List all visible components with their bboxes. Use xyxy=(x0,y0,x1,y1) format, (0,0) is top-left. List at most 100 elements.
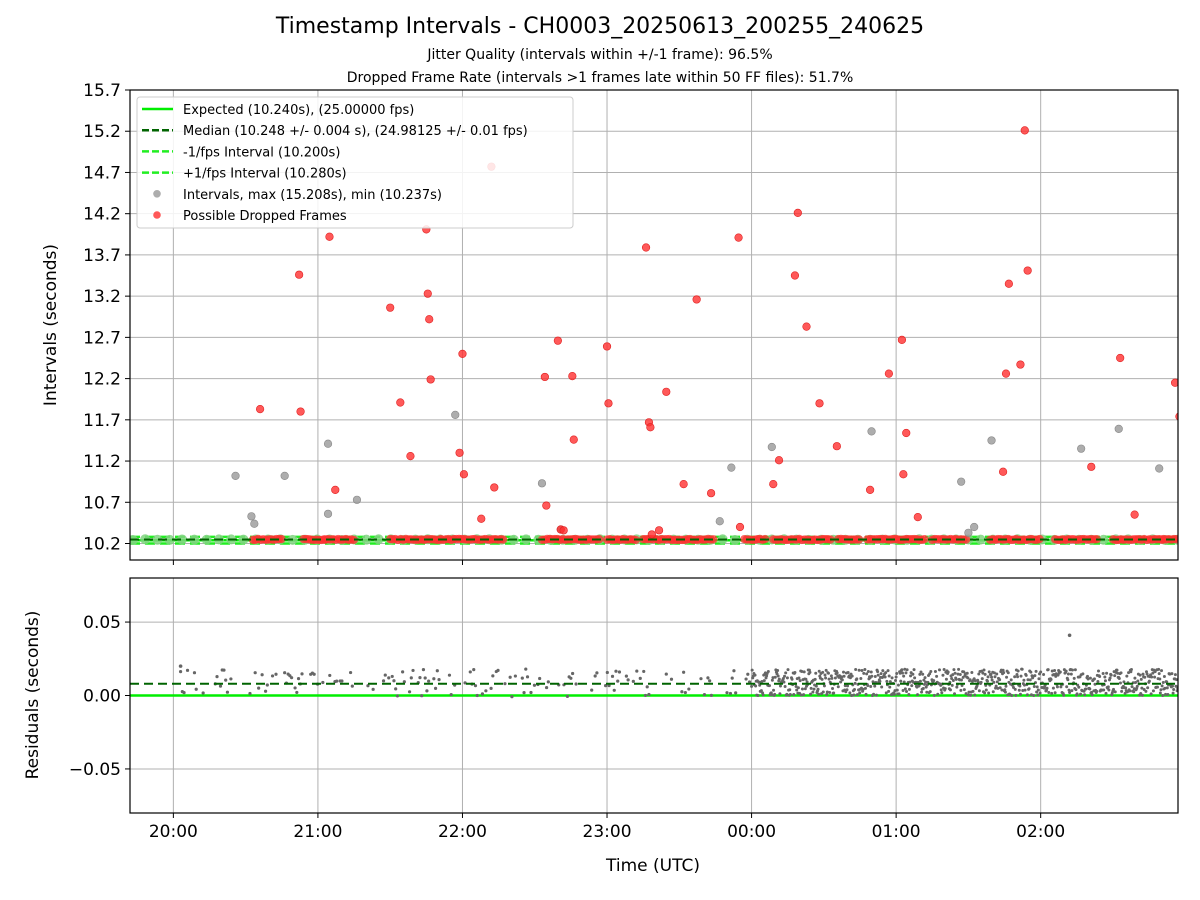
dropped-frame-point xyxy=(679,480,688,489)
residual-point xyxy=(863,686,867,690)
residual-point xyxy=(194,687,198,691)
residual-point xyxy=(962,670,966,674)
residual-point xyxy=(855,677,859,681)
residual-point xyxy=(574,682,578,686)
residual-point xyxy=(939,688,943,692)
residual-point xyxy=(984,688,988,692)
residual-point xyxy=(664,672,668,676)
residual-point xyxy=(843,684,847,688)
dropped-frame-point xyxy=(735,522,745,532)
residual-point xyxy=(833,676,837,680)
legend-entry-5-marker xyxy=(153,211,161,219)
dropped-frame-point xyxy=(709,535,718,544)
dropped-frame-point xyxy=(998,467,1008,476)
residual-point xyxy=(784,671,788,675)
residual-point xyxy=(923,676,927,680)
dropped-frame-point xyxy=(866,485,875,495)
residual-point xyxy=(852,688,856,692)
residual-point xyxy=(1033,674,1037,678)
residual-point xyxy=(750,684,754,688)
residual-point xyxy=(1119,671,1123,675)
residual-point xyxy=(936,692,940,696)
residual-point xyxy=(1107,688,1111,692)
residual-point xyxy=(1004,684,1008,688)
residual-point xyxy=(1032,684,1036,688)
residual-point xyxy=(879,672,883,676)
residual-point xyxy=(1018,684,1022,688)
residual-point xyxy=(1026,678,1030,682)
residuals-y-tick-label: 0.05 xyxy=(83,613,121,633)
residual-point xyxy=(776,674,780,678)
residual-point xyxy=(878,679,882,683)
dropped-frame-point xyxy=(897,335,907,344)
residual-point xyxy=(1173,673,1177,677)
residual-point xyxy=(971,689,975,693)
residual-point xyxy=(840,678,844,682)
residual-point xyxy=(1155,685,1159,689)
residual-point xyxy=(913,676,917,680)
residual-point xyxy=(910,684,914,688)
residual-point xyxy=(990,675,994,679)
residual-point xyxy=(468,670,472,674)
residual-point xyxy=(1002,671,1006,675)
residual-point xyxy=(1172,688,1176,692)
residual-point xyxy=(805,680,809,684)
residual-point xyxy=(765,674,769,678)
residual-point xyxy=(968,678,972,682)
legend-box xyxy=(136,96,574,229)
residual-point xyxy=(1115,668,1119,672)
residual-point xyxy=(1042,672,1046,676)
residual-point xyxy=(1174,684,1178,688)
residual-point xyxy=(1035,685,1039,689)
residual-point xyxy=(1161,681,1165,685)
residual-point xyxy=(395,694,400,698)
residual-point xyxy=(489,686,493,691)
residual-point xyxy=(1149,692,1153,696)
residual-point xyxy=(350,684,354,688)
residual-point xyxy=(643,693,648,698)
interval-point xyxy=(164,534,175,545)
interval-point xyxy=(1114,424,1123,433)
residual-point xyxy=(771,676,775,680)
residual-point xyxy=(348,670,353,675)
residual-point xyxy=(840,675,844,679)
interval-point xyxy=(867,427,876,436)
residual-point xyxy=(1165,680,1169,684)
residual-point xyxy=(1127,671,1131,675)
legend-entry-0-label: Expected (10.240s), (25.00000 fps) xyxy=(183,103,414,118)
residual-point xyxy=(900,671,904,675)
interval-point xyxy=(1155,464,1164,473)
residual-point xyxy=(1067,688,1071,692)
residual-point xyxy=(607,683,611,688)
residual-point xyxy=(1072,676,1076,680)
residual-point xyxy=(964,692,968,696)
dropped-frame-point xyxy=(1004,279,1013,288)
dropped-frame-point xyxy=(569,435,578,444)
residual-point xyxy=(1032,693,1036,697)
residual-point xyxy=(1125,674,1129,678)
dropped-frame-point xyxy=(902,428,911,438)
residual-point xyxy=(992,680,996,684)
residual-point xyxy=(1036,688,1040,692)
residual-point xyxy=(593,674,597,678)
dropped-frame-point xyxy=(458,349,467,358)
residual-point xyxy=(886,669,890,673)
legend-entry-2-label: -1/fps Interval (10.200s) xyxy=(183,145,340,160)
residual-point xyxy=(1014,693,1018,697)
residual-point xyxy=(1170,672,1174,676)
residual-point xyxy=(903,667,907,671)
x-axis-label: Time (UTC) xyxy=(605,856,700,876)
legend-entry-4-label: Intervals, max (15.208s), min (10.237s) xyxy=(183,188,442,203)
residual-point xyxy=(846,670,850,674)
residual-point xyxy=(928,690,932,694)
residual-point xyxy=(1144,689,1148,693)
residual-point xyxy=(884,671,888,675)
residual-point xyxy=(1065,685,1069,689)
residual-point xyxy=(950,683,954,687)
residual-point xyxy=(951,673,955,677)
residual-point xyxy=(836,685,840,689)
residual-point xyxy=(1166,692,1170,696)
x-tick-label: 00:00 xyxy=(727,822,776,842)
residual-point xyxy=(980,677,984,681)
residual-point xyxy=(940,691,944,695)
